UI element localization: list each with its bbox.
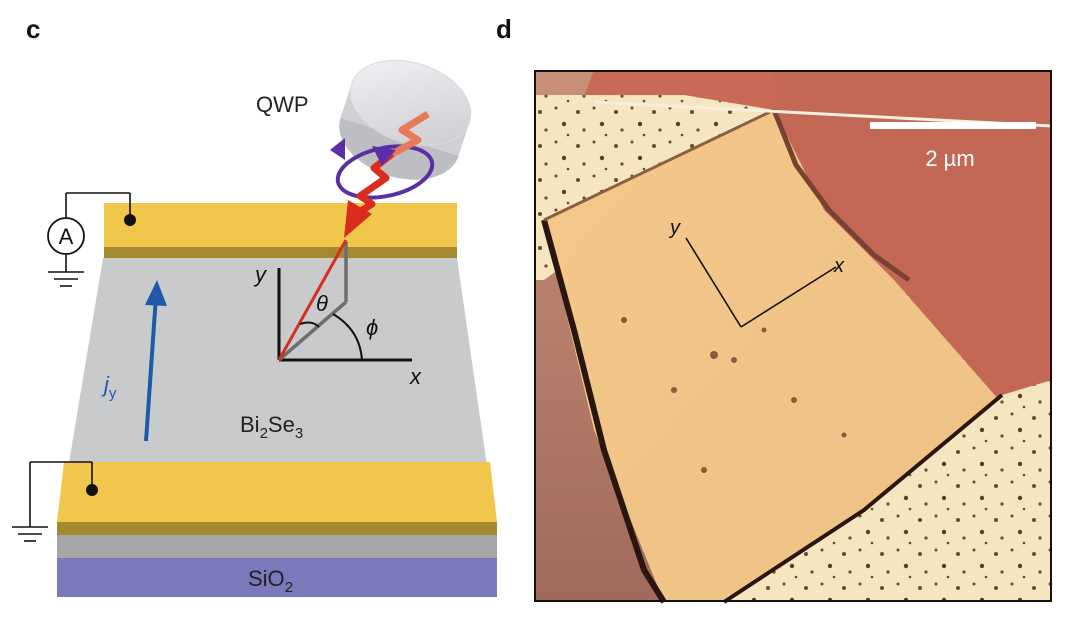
current-label-main: j: [101, 372, 110, 397]
afm-step-edge-bottom: [722, 393, 1004, 604]
device-schematic: A jy Bi2Se3 SiO2 y x θ ϕ QWP: [12, 59, 497, 597]
material-sub1: 2: [260, 425, 268, 442]
theta-arc: [299, 321, 320, 328]
substrate-sub: 2: [285, 579, 293, 596]
afm-step-edge-top: [771, 109, 911, 283]
afm-main-flake: [544, 110, 999, 602]
panel-label-d: d: [496, 14, 512, 44]
afm-image: 2 µm y x: [534, 70, 1053, 604]
ammeter-circuit: [48, 192, 131, 287]
substrate-oxide-layer: [57, 535, 497, 558]
axis-y-label: y: [253, 262, 268, 287]
bottom-contact-dot: [86, 484, 98, 496]
substrate-block: [57, 558, 497, 597]
polarization-small-arrow: [372, 146, 396, 166]
material-label: Bi2Se3: [240, 412, 303, 442]
light-incidence-line: [277, 239, 348, 361]
substrate-sio: SiO: [248, 566, 285, 591]
afm-frame: [534, 70, 1052, 602]
axis-x-label: x: [409, 364, 422, 389]
bottom-electrode-edge: [57, 522, 497, 535]
material-sub2: 3: [295, 425, 303, 442]
material-se: Se: [268, 412, 295, 437]
bottom-electrode: [57, 462, 497, 522]
panel-label-c: c: [26, 14, 41, 44]
scale-bar: [870, 122, 1036, 129]
light-beam-upper: [390, 111, 430, 158]
phi-arc: [332, 313, 363, 361]
afm-particles: [621, 317, 847, 473]
qwp-waveplate: [339, 59, 472, 180]
ammeter-label: A: [59, 224, 74, 249]
substrate-label: SiO2: [248, 566, 293, 596]
ammeter-symbol: [47, 217, 85, 255]
phi-label: ϕ: [366, 315, 378, 340]
afm-left-region: [534, 70, 674, 602]
afm-step-edge-flake: [543, 108, 775, 222]
light-beam-lower: [354, 151, 395, 217]
current-label-sub: y: [109, 385, 117, 402]
polarization-arrow-head: [330, 138, 345, 160]
top-electrode: [104, 203, 457, 247]
top-electrode-edge: [104, 247, 457, 258]
afm-axes: [685, 237, 837, 328]
projection-line: [277, 300, 348, 362]
qwp-label: QWP: [256, 92, 309, 117]
coordinate-axes: [277, 268, 412, 362]
afm-axis-y-label: y: [668, 217, 681, 239]
ground-circuit: [12, 461, 93, 542]
current-label: jy: [101, 372, 117, 402]
light-beam-arrow-head: [344, 200, 372, 238]
theta-label: θ: [316, 291, 328, 316]
material-bi: Bi: [240, 412, 260, 437]
afm-axis-x-label: x: [833, 255, 845, 277]
afm-right-terrace: [774, 70, 1052, 400]
afm-step-edge-left: [541, 219, 667, 604]
top-contact-dot: [124, 214, 136, 226]
current-arrow: [144, 295, 158, 442]
current-arrow-head: [145, 280, 167, 306]
scale-bar-label: 2 µm: [925, 146, 974, 171]
